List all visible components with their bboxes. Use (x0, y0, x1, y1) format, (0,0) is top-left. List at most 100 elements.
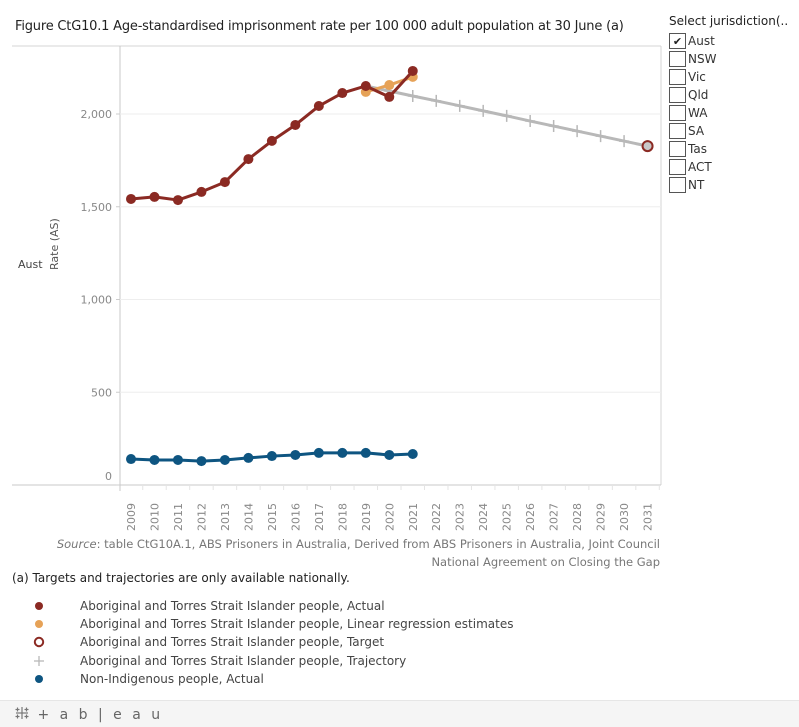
tableau-footer: + a b | e a u (0, 700, 799, 727)
footnote: (a) Targets and trajectories are only av… (12, 571, 350, 585)
data-point-aboriginal-and-torres-strait-islander-people-target[interactable] (641, 140, 654, 153)
checkbox[interactable]: ✔ (669, 33, 686, 49)
checkbox[interactable] (669, 177, 686, 193)
jurisdiction-option-tas[interactable]: Tas (669, 140, 716, 158)
x-tick-label: 2030 (618, 503, 631, 531)
data-point-aboriginal-and-torres-strait-islander-people-trajectory[interactable] (478, 104, 489, 117)
x-tick-label: 2019 (360, 503, 373, 531)
data-point-non-indigenous-people-actual[interactable] (219, 454, 230, 465)
jurisdiction-option-qld[interactable]: Qld (669, 86, 716, 104)
y-tick-label: 1,000 (81, 294, 113, 307)
x-tick-label: 2028 (571, 503, 584, 531)
jurisdiction-option-label: WA (688, 106, 708, 120)
y-tick-label: 2,000 (81, 108, 113, 121)
data-point-non-indigenous-people-actual[interactable] (360, 447, 371, 458)
legend: Aboriginal and Torres Strait Islander pe… (30, 597, 513, 688)
data-point-aboriginal-and-torres-strait-islander-people-actual[interactable] (149, 191, 160, 202)
data-point-non-indigenous-people-actual[interactable] (243, 452, 254, 463)
jurisdiction-option-label: ACT (688, 160, 712, 174)
jurisdiction-option-label: NSW (688, 52, 717, 66)
checkbox[interactable] (669, 123, 686, 139)
jurisdiction-option-aust[interactable]: ✔ Aust (669, 32, 716, 50)
tableau-logo-icon (15, 707, 29, 719)
data-point-aboriginal-and-torres-strait-islander-people-actual[interactable] (384, 91, 395, 102)
data-point-aboriginal-and-torres-strait-islander-people-trajectory[interactable] (572, 125, 583, 138)
data-point-aboriginal-and-torres-strait-islander-people-trajectory[interactable] (548, 120, 559, 133)
jurisdiction-option-nt[interactable]: NT (669, 176, 716, 194)
data-point-aboriginal-and-torres-strait-islander-people-trajectory[interactable] (525, 115, 536, 128)
checkbox[interactable] (669, 105, 686, 121)
data-point-non-indigenous-people-actual[interactable] (149, 454, 160, 465)
x-tick-label: 2027 (548, 503, 561, 531)
legend-item[interactable]: Non-Indigenous people, Actual (30, 670, 513, 688)
x-tick-label: 2010 (148, 503, 161, 531)
data-point-aboriginal-and-torres-strait-islander-people-actual[interactable] (243, 154, 254, 165)
x-tick-label: 2013 (219, 503, 232, 531)
jurisdiction-option-label: Qld (688, 88, 709, 102)
chart-title: Figure CtG10.1 Age-standardised imprison… (15, 19, 624, 34)
checkbox[interactable] (669, 51, 686, 67)
data-point-non-indigenous-people-actual[interactable] (407, 449, 418, 460)
data-point-aboriginal-and-torres-strait-islander-people-actual[interactable] (172, 195, 183, 206)
data-point-aboriginal-and-torres-strait-islander-people-actual[interactable] (407, 65, 418, 76)
jurisdiction-option-act[interactable]: ACT (669, 158, 716, 176)
data-point-non-indigenous-people-actual[interactable] (196, 456, 207, 467)
source-text: : table CtG10A.1, ABS Prisoners in Austr… (96, 537, 660, 569)
checkbox[interactable] (669, 159, 686, 175)
x-tick-label: 2009 (125, 503, 138, 531)
data-point-aboriginal-and-torres-strait-islander-people-actual[interactable] (126, 193, 136, 204)
data-point-aboriginal-and-torres-strait-islander-people-trajectory[interactable] (431, 94, 442, 107)
legend-label: Aboriginal and Torres Strait Islander pe… (80, 599, 385, 614)
legend-label: Aboriginal and Torres Strait Islander pe… (80, 635, 385, 650)
data-point-aboriginal-and-torres-strait-islander-people-actual[interactable] (337, 88, 348, 99)
legend-label: Non-Indigenous people, Actual (80, 671, 264, 686)
legend-item[interactable]: Aboriginal and Torres Strait Islander pe… (30, 597, 513, 615)
data-point-aboriginal-and-torres-strait-islander-people-trajectory[interactable] (595, 130, 606, 143)
source-lead: Source (56, 537, 97, 551)
checkbox[interactable] (669, 69, 686, 85)
row-header-label: Aust (18, 258, 43, 271)
data-point-non-indigenous-people-actual[interactable] (384, 449, 395, 460)
data-point-non-indigenous-people-actual[interactable] (313, 447, 324, 458)
jurisdiction-option-vic[interactable]: Vic (669, 68, 716, 86)
data-point-aboriginal-and-torres-strait-islander-people-actual[interactable] (290, 119, 301, 130)
legend-dot-icon (30, 618, 48, 630)
x-tick-label: 2014 (242, 503, 255, 531)
tableau-logo-text: + a b | e a u (37, 707, 164, 723)
x-tick-label: 2015 (266, 503, 279, 531)
data-point-non-indigenous-people-actual[interactable] (172, 454, 183, 465)
checkbox[interactable] (669, 141, 686, 157)
checkbox[interactable] (669, 87, 686, 103)
data-point-non-indigenous-people-actual[interactable] (266, 451, 277, 462)
y-tick-label: 1,500 (81, 201, 113, 214)
x-tick-label: 2011 (172, 503, 185, 531)
data-point-aboriginal-and-torres-strait-islander-people-trajectory[interactable] (619, 135, 630, 148)
legend-dot-icon (30, 673, 48, 685)
legend-item[interactable]: Aboriginal and Torres Strait Islander pe… (30, 652, 513, 670)
jurisdiction-option-sa[interactable]: SA (669, 122, 716, 140)
data-point-aboriginal-and-torres-strait-islander-people-trajectory[interactable] (407, 90, 418, 103)
data-point-non-indigenous-people-actual[interactable] (337, 447, 348, 458)
jurisdiction-filter: ✔ Aust NSW Vic Qld WA SA Tas ACT NT (669, 32, 716, 194)
legend-item[interactable]: Aboriginal and Torres Strait Islander pe… (30, 615, 513, 633)
line-chart[interactable]: 0 500 1,000 1,500 2,000 2009 2010 2011 2012 2013 2… (0, 0, 799, 540)
data-point-aboriginal-and-torres-strait-islander-people-actual[interactable] (313, 101, 324, 112)
jurisdiction-option-label: Tas (688, 142, 707, 156)
legend-dot-icon (30, 600, 48, 612)
data-point-aboriginal-and-torres-strait-islander-people-actual[interactable] (360, 80, 371, 91)
jurisdiction-filter-title: Select jurisdiction(.. (669, 14, 789, 28)
data-point-non-indigenous-people-actual[interactable] (290, 449, 301, 460)
legend-item[interactable]: Aboriginal and Torres Strait Islander pe… (30, 633, 513, 651)
tableau-logo[interactable]: + a b | e a u (14, 705, 163, 723)
data-point-aboriginal-and-torres-strait-islander-people-trajectory[interactable] (454, 99, 465, 112)
jurisdiction-option-nsw[interactable]: NSW (669, 50, 716, 68)
data-point-aboriginal-and-torres-strait-islander-people-actual[interactable] (219, 177, 230, 188)
data-point-aboriginal-and-torres-strait-islander-people-actual[interactable] (266, 135, 277, 146)
jurisdiction-option-wa[interactable]: WA (669, 104, 716, 122)
data-point-non-indigenous-people-actual[interactable] (126, 454, 136, 465)
jurisdiction-option-label: SA (688, 124, 705, 138)
data-point-aboriginal-and-torres-strait-islander-people-trajectory[interactable] (501, 109, 512, 122)
data-point-aboriginal-and-torres-strait-islander-people-linear-regression-estimates[interactable] (384, 80, 395, 91)
data-point-aboriginal-and-torres-strait-islander-people-actual[interactable] (196, 186, 207, 197)
x-tick-label: 2016 (289, 503, 302, 531)
